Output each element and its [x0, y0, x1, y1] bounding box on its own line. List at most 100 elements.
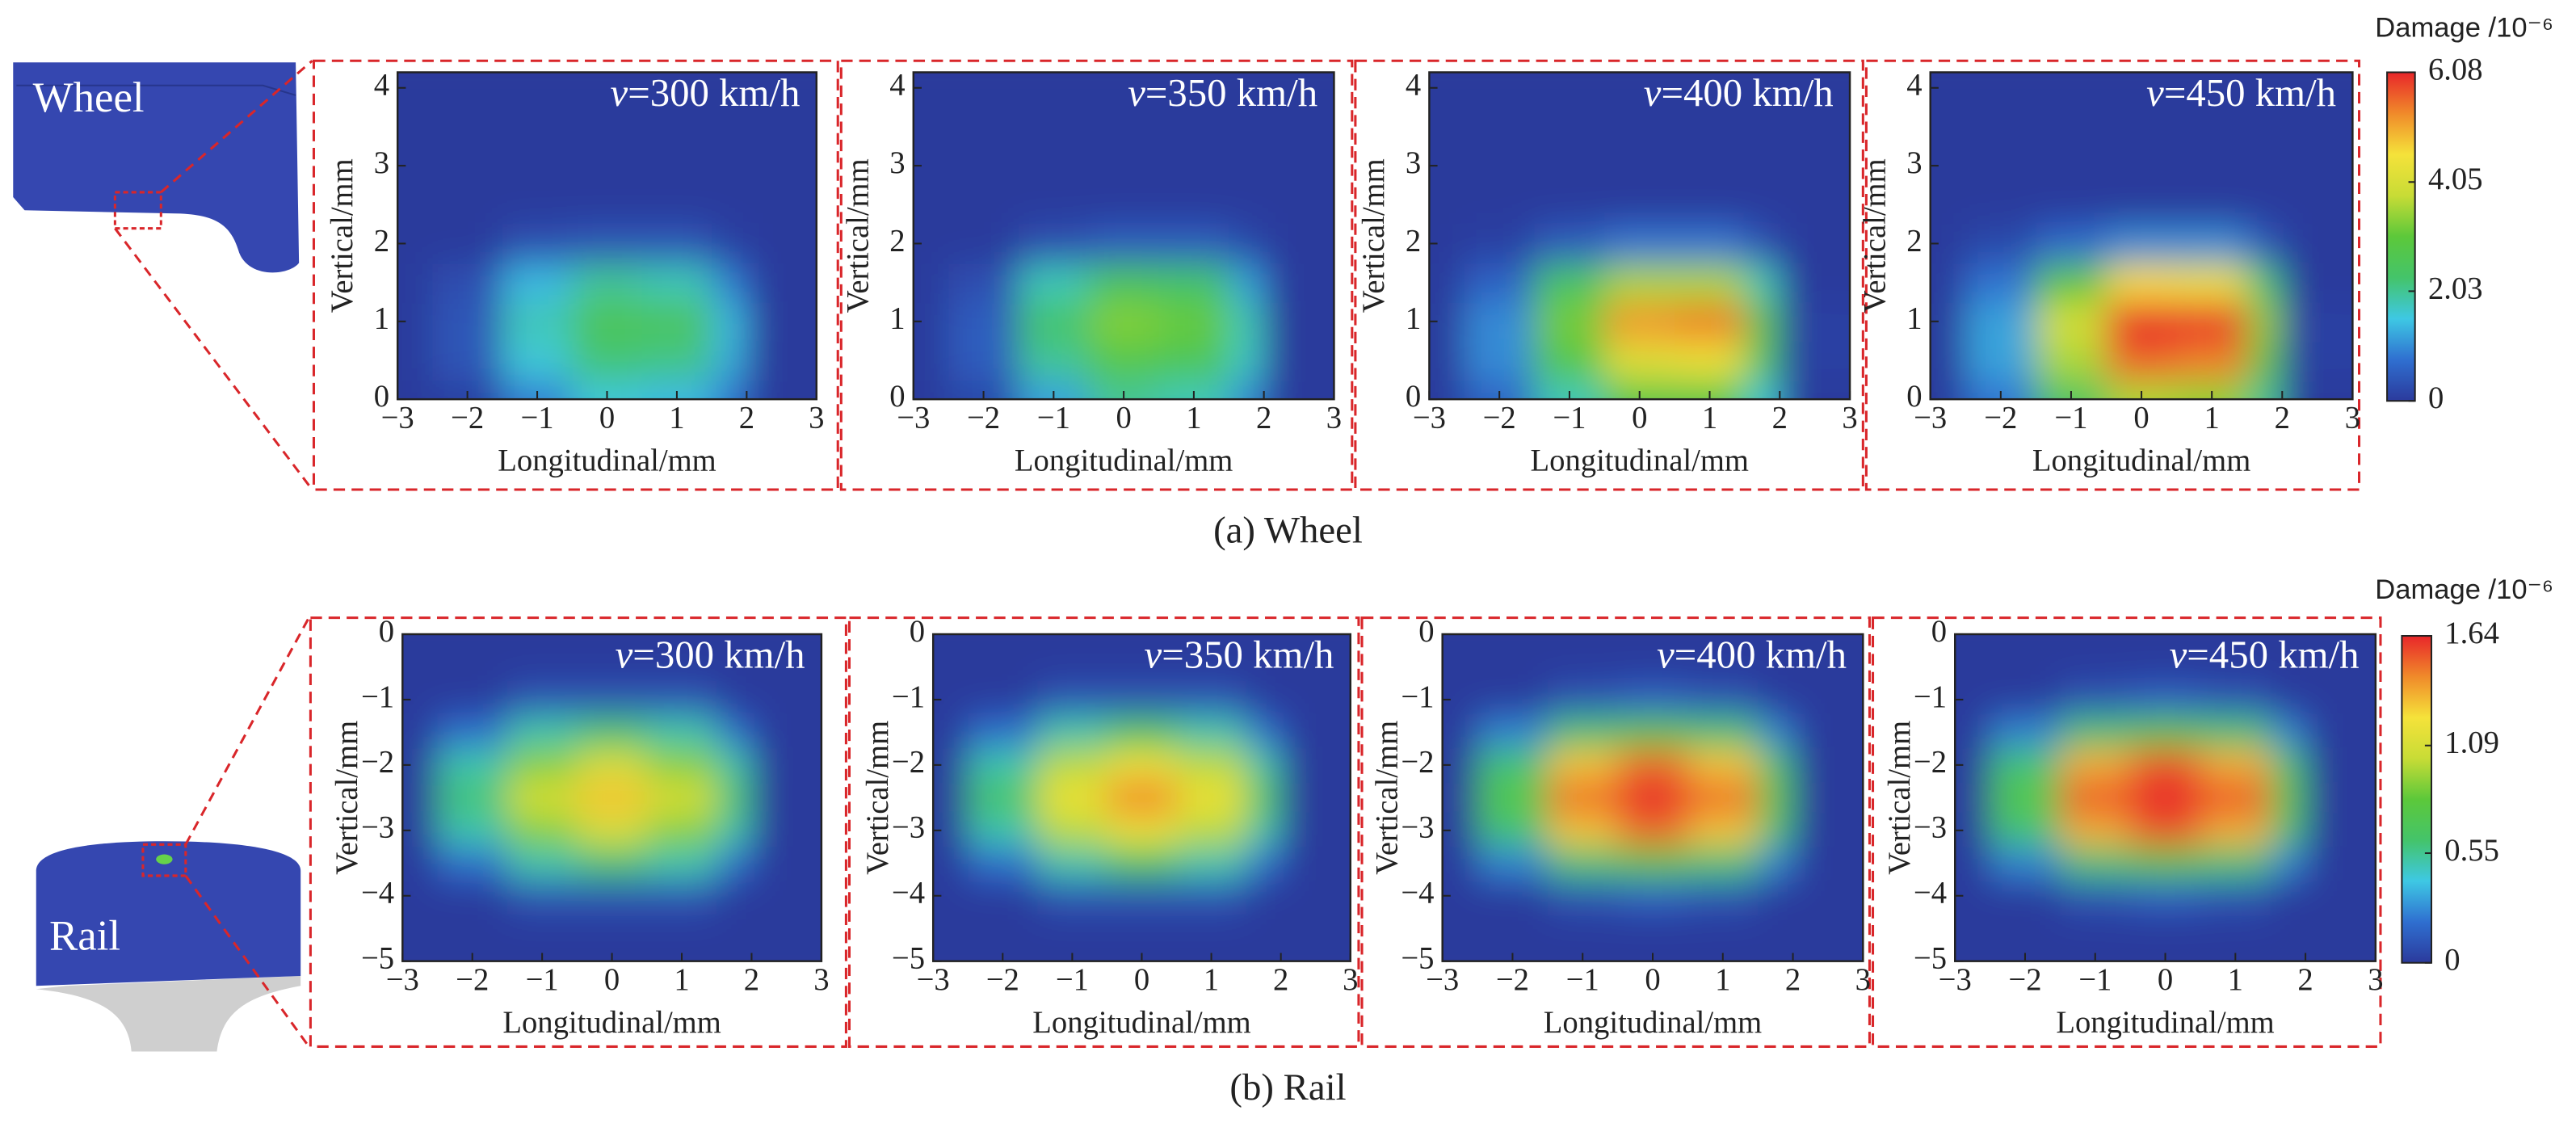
colorbar-tick-label: 4.05 [2428, 162, 2483, 196]
y-tick-label: 4 [374, 69, 389, 103]
x-tick-label: −1 [2054, 401, 2087, 435]
contour-cell [1088, 224, 1160, 264]
contour-cell [2176, 340, 2248, 381]
x-tick-label: 0 [2133, 401, 2149, 435]
contour-cell [1990, 847, 2061, 881]
contour-cell [1780, 72, 1851, 128]
contour-cell [2106, 72, 2178, 128]
zoom-line [114, 227, 313, 490]
contour-cell [1547, 716, 1619, 750]
contour-cell [1792, 814, 1864, 848]
x-tick-label: 2 [1772, 401, 1788, 435]
y-tick-label: −4 [1401, 877, 1434, 911]
contour-cell [1547, 879, 1619, 913]
contour-cell [1780, 301, 1851, 342]
contour-cell [1158, 185, 1230, 225]
contour-cell [1037, 847, 1108, 881]
contour-cell [2036, 185, 2107, 225]
contour-cell [1617, 650, 1689, 684]
x-axis-label: Longitudinal/mm [2056, 1006, 2274, 1040]
contour-cell [1547, 781, 1619, 815]
x-tick-label: 3 [809, 401, 824, 435]
contour-cell [968, 814, 1039, 848]
contour-cell [1176, 716, 1247, 750]
contour-cell [502, 224, 574, 264]
x-tick-label: −2 [451, 401, 484, 435]
panel-frame [309, 616, 847, 1048]
x-tick-label: −1 [1553, 401, 1586, 435]
contour-cell [2036, 72, 2107, 128]
y-tick-label: −3 [361, 811, 394, 845]
contour-cell [2176, 146, 2248, 187]
contour-cell [641, 224, 713, 264]
x-axis-label: Longitudinal/mm [1015, 444, 1233, 477]
contour-cell [1687, 650, 1759, 684]
rail-web [36, 975, 301, 1052]
x-tick-label: 1 [1715, 963, 1730, 997]
contour-cell [1088, 72, 1160, 128]
contour-cell [1780, 224, 1851, 264]
contour-cell [1158, 72, 1230, 128]
y-tick-label: 4 [1906, 69, 1922, 103]
y-tick-label: −4 [361, 877, 394, 911]
colorbar-tick-label: 0.55 [2444, 834, 2499, 868]
contour-cell [506, 781, 578, 815]
contour-cell [506, 814, 578, 848]
contour-cell [641, 146, 713, 187]
contour-cell [751, 781, 822, 815]
contour-cell [2305, 814, 2376, 848]
contour-cell [1464, 224, 1536, 264]
contour-cell [1617, 716, 1689, 750]
contour-cell [2200, 781, 2271, 815]
y-tick-label: 0 [379, 615, 394, 649]
contour-cell [968, 748, 1039, 783]
contour-cell [1687, 781, 1759, 815]
contour-cell [572, 185, 643, 225]
contour-cell [577, 716, 648, 750]
contour-cell [2106, 301, 2178, 342]
contour-cell [1687, 814, 1759, 848]
contour-cell [1792, 683, 1864, 717]
contour-cell [1965, 340, 2037, 381]
contour-cell [1792, 650, 1864, 684]
contour-cell [646, 683, 718, 717]
y-tick-label: −1 [892, 680, 925, 714]
contour-cell [506, 650, 578, 684]
y-tick-label: 3 [1406, 146, 1421, 180]
contour-cell [751, 650, 822, 684]
y-tick-label: −1 [1401, 680, 1434, 714]
contour-cell [2130, 683, 2201, 717]
contour-cell [646, 814, 718, 848]
contour-cell [1792, 781, 1864, 815]
contour-cell [2200, 748, 2271, 783]
y-tick-label: 2 [889, 224, 905, 258]
contour-cell [2060, 716, 2132, 750]
contour-cell [506, 683, 578, 717]
contour-cell [1604, 224, 1676, 264]
contour-cell [2060, 683, 2132, 717]
contour-cell [1675, 263, 1746, 303]
y-axis-label: Vertical/mm [326, 158, 359, 313]
x-axis-label: Longitudinal/mm [502, 1006, 721, 1040]
y-tick-label: 3 [1906, 146, 1922, 180]
x-tick-label: 0 [1134, 963, 1149, 997]
contour-cell [646, 847, 718, 881]
contour-cell [1780, 185, 1851, 225]
y-tick-label: −2 [361, 746, 394, 780]
contour-cell [432, 72, 503, 128]
contour-cell [1547, 683, 1619, 717]
contour-cell [1675, 224, 1746, 264]
contour-cell [432, 340, 503, 381]
part-label: Wheel [33, 74, 145, 121]
contour-cell [2282, 301, 2353, 342]
panel-frame [839, 59, 1354, 491]
contour-cell [1037, 814, 1108, 848]
contour-cell [2200, 847, 2271, 881]
contour-cell [432, 263, 503, 303]
x-tick-label: −3 [386, 963, 419, 997]
x-tick-label: 1 [1186, 401, 1201, 435]
contour-cell [502, 146, 574, 187]
contour-cell [2305, 683, 2376, 717]
x-tick-label: −1 [526, 963, 559, 997]
contour-cell [1534, 224, 1606, 264]
